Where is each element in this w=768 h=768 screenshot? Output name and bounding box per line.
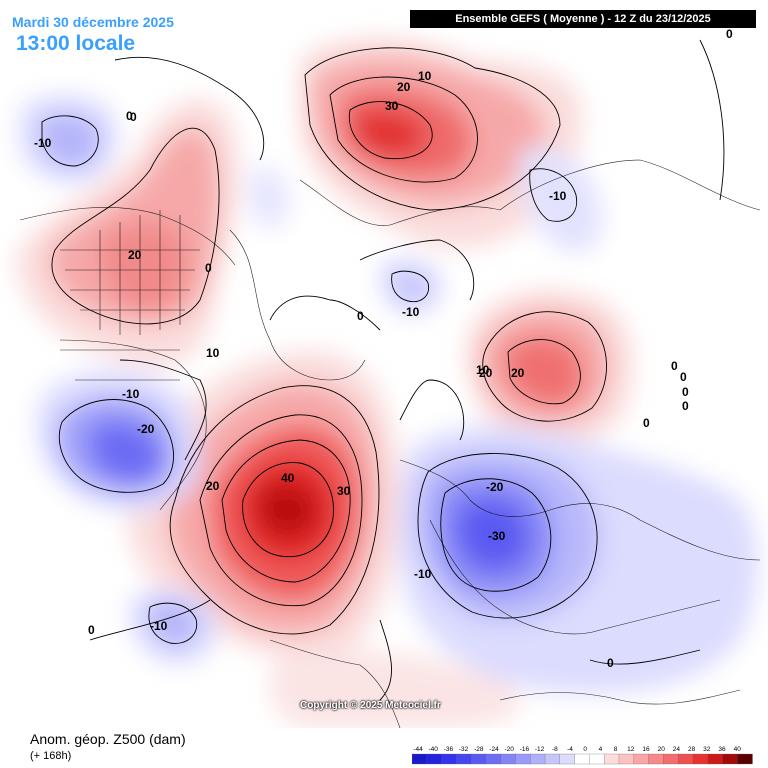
contour-label: 30 xyxy=(337,484,351,498)
contour-label: -10 xyxy=(150,619,168,633)
legend-tick-label: 20 xyxy=(658,746,666,753)
legend-tick-label: -24 xyxy=(489,746,499,753)
legend-tick-label: -28 xyxy=(474,746,484,753)
legend-tick-label: 28 xyxy=(688,746,696,753)
contour-label: 0 xyxy=(643,416,650,430)
legend-swatch xyxy=(604,753,620,765)
contour-label: 40 xyxy=(281,471,295,485)
contour-label: 10 xyxy=(206,346,220,360)
legend-tick-label: 12 xyxy=(627,746,635,753)
legend-swatch xyxy=(618,753,635,765)
contour-label: 10 xyxy=(476,363,490,377)
contour-label: -10 xyxy=(549,189,567,203)
legend-swatch xyxy=(737,753,753,765)
legend-tick-label: 8 xyxy=(614,746,618,753)
legend-tick-label: 32 xyxy=(703,746,711,753)
legend-tick-label: 36 xyxy=(718,746,726,753)
contour-label: 0 xyxy=(682,399,689,413)
contour-label: 0 xyxy=(126,109,133,123)
lead-time-label: (+ 168h) xyxy=(30,750,72,762)
legend-tick-label: -16 xyxy=(520,746,530,753)
geography-lines xyxy=(19,159,761,728)
contour-label: -10 xyxy=(414,567,432,581)
legend-swatch xyxy=(722,753,738,765)
contour-label: -20 xyxy=(137,422,155,436)
legend-swatch xyxy=(485,753,502,765)
legend-swatch xyxy=(633,753,650,765)
legend-swatch xyxy=(470,753,487,765)
legend-tick-label: -40 xyxy=(428,746,438,753)
legend-swatch xyxy=(412,753,428,765)
contour-label: 0 xyxy=(357,309,364,323)
contour-label: 20 xyxy=(511,366,525,380)
contour-label: 0 xyxy=(671,359,678,373)
contour-label: -10 xyxy=(122,387,140,401)
contour-label: 0 xyxy=(726,27,733,41)
legend-tick-label: 24 xyxy=(673,746,681,753)
legend-tick-label: -36 xyxy=(444,746,454,753)
legend-swatch xyxy=(544,753,561,765)
contour-label: 0 xyxy=(130,110,137,124)
contour-label: 20 xyxy=(397,80,411,94)
legend-swatch xyxy=(648,753,664,765)
legend-swatch xyxy=(677,753,694,765)
legend-swatch xyxy=(707,753,724,765)
legend-swatch xyxy=(530,753,546,765)
legend-tick-label: -4 xyxy=(567,746,573,753)
contour-label: 30 xyxy=(385,99,399,113)
color-scale-legend: -44 -40 -36 -32 -28 -24 -20 -16 -12 -8 -4 0 4 8 12 16 20… xyxy=(412,746,753,765)
legend-tick-label: 4 xyxy=(599,746,603,753)
contour-label: -30 xyxy=(488,529,506,543)
copyright: Copyright © 2025 Meteociel.fr xyxy=(300,700,441,711)
contour-label: 0 xyxy=(682,385,689,399)
geopotential-anomaly-map: -10 0 10 20 30 20 -10 20 0 -10 -20 10 0 … xyxy=(15,27,761,728)
contour-label: -20 xyxy=(486,480,504,494)
anomaly-fills xyxy=(15,37,759,728)
legend-tick-label: -44 xyxy=(413,746,423,753)
legend-swatch xyxy=(426,753,443,765)
contour-label: 0 xyxy=(205,261,212,275)
contour-label: 0 xyxy=(607,656,614,670)
contour-label: 0 xyxy=(88,623,95,637)
parameter-label: Anom. géop. Z500 (dam) xyxy=(30,731,186,747)
contour-label: 0 xyxy=(680,370,687,384)
legend-swatch xyxy=(456,753,472,765)
contour-label: 20 xyxy=(479,366,493,380)
contour-label: 10 xyxy=(418,69,432,83)
legend-swatch xyxy=(515,753,531,765)
forecast-time: 13:00 locale xyxy=(16,32,136,55)
contour-label: -10 xyxy=(402,305,420,319)
legend-tick-label: -12 xyxy=(535,746,545,753)
legend-tick-label: 0 xyxy=(583,746,587,753)
legend-tick-label: 16 xyxy=(642,746,650,753)
legend-swatch xyxy=(574,753,591,765)
legend-swatch xyxy=(441,753,457,765)
contour-labels: -10 0 10 20 30 20 -10 20 0 -10 -20 10 0 … xyxy=(34,27,733,670)
contour-label: 20 xyxy=(128,248,142,262)
legend-tick-label: -20 xyxy=(504,746,514,753)
legend-tick-label: -8 xyxy=(552,746,558,753)
legend-swatch xyxy=(589,753,605,765)
forecast-date: Mardi 30 décembre 2025 xyxy=(12,14,174,30)
model-run-banner: Ensemble GEFS ( Moyenne ) - 12 Z du 23/1… xyxy=(410,10,756,28)
legend-swatch xyxy=(692,753,709,765)
legend-swatch xyxy=(663,753,679,765)
legend-tick-label: 40 xyxy=(734,746,742,753)
legend-swatch xyxy=(500,753,517,765)
contour-lines xyxy=(41,39,725,701)
contour-label: -10 xyxy=(34,136,52,150)
legend-swatch xyxy=(559,753,576,765)
contour-label: 20 xyxy=(206,479,220,493)
legend-tick-label: -32 xyxy=(459,746,469,753)
